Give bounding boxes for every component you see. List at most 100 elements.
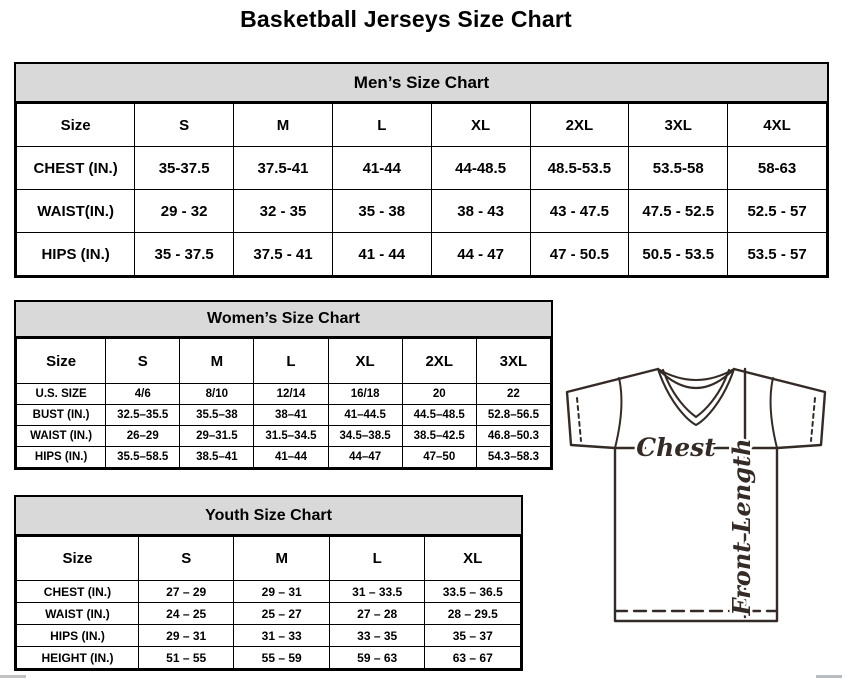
mens-value-cell: 47 - 50.5 bbox=[529, 232, 630, 276]
mens-value-cell: 35-37.5 bbox=[134, 146, 235, 190]
table-row: WAIST (IN.) 26–29 29–31.5 31.5–34.5 34.5–38.… bbox=[15, 425, 552, 447]
jersey-armhole-seam-right bbox=[769, 377, 778, 449]
womens-value-cell: 38.5–41 bbox=[179, 446, 255, 468]
womens-value-cell: 20 bbox=[401, 383, 477, 405]
table-row: CHEST (IN.) 27 – 29 29 – 31 31 – 33.5 33.5 –… bbox=[16, 580, 521, 603]
mens-value-cell: 48.5-53.5 bbox=[529, 146, 630, 190]
front-length-label: Front Length bbox=[727, 438, 756, 616]
mens-value-cell: 50.5 - 53.5 bbox=[628, 232, 729, 276]
youth-column-header: XL bbox=[424, 536, 521, 581]
youth-value-cell: 28 – 29.5 bbox=[424, 602, 521, 625]
womens-header-row: Size S M L XL 2XL 3XL bbox=[15, 338, 552, 384]
womens-value-cell: 22 bbox=[475, 383, 552, 405]
mens-column-header: S bbox=[134, 103, 235, 147]
youth-value-cell: 29 – 31 bbox=[233, 580, 330, 603]
table-row: HIPS (IN.) 35.5–58.5 38.5–41 41–44 44–47 47–5… bbox=[15, 446, 552, 468]
jersey-sleeve-stitch-right bbox=[810, 397, 816, 442]
womens-size-chart: Women’s Size Chart Size S M L XL 2XL 3XL U.S. … bbox=[14, 300, 553, 470]
womens-value-cell: 32.5–35.5 bbox=[105, 404, 181, 426]
womens-value-cell: 12/14 bbox=[253, 383, 329, 405]
womens-column-header: L bbox=[253, 338, 329, 384]
mens-value-cell: 32 - 35 bbox=[233, 189, 333, 233]
womens-value-cell: 16/18 bbox=[327, 383, 403, 405]
youth-value-cell: 63 – 67 bbox=[424, 646, 521, 669]
youth-value-cell: 55 – 59 bbox=[233, 646, 330, 669]
chest-label: Chest bbox=[636, 433, 716, 462]
youth-column-header: Size bbox=[16, 536, 139, 581]
jersey-collar bbox=[656, 367, 736, 427]
mens-value-cell: 41-44 bbox=[331, 146, 432, 190]
youth-value-cell: 27 – 29 bbox=[137, 580, 235, 603]
jersey-diagram-svg: Chest Front Length bbox=[565, 367, 827, 623]
womens-value-cell: 47–50 bbox=[401, 446, 477, 468]
youth-row-label: WAIST (IN.) bbox=[16, 602, 139, 625]
youth-value-cell: 31 – 33.5 bbox=[328, 580, 426, 603]
youth-size-chart: Youth Size Chart Size S M L XL CHEST (IN.) 27… bbox=[14, 495, 523, 671]
womens-value-cell: 44–47 bbox=[327, 446, 403, 468]
mens-column-header: 3XL bbox=[628, 103, 729, 147]
table-row: HIPS (IN.) 29 – 31 31 – 33 33 – 35 35 – 37 bbox=[16, 624, 521, 647]
jersey-measurement-diagram: Chest Front Length bbox=[557, 362, 841, 628]
womens-value-cell: 46.8–50.3 bbox=[475, 425, 552, 447]
mens-column-header: 4XL bbox=[727, 103, 827, 147]
womens-row-label: WAIST (IN.) bbox=[15, 425, 107, 447]
youth-row-label: HEIGHT (IN.) bbox=[16, 646, 139, 669]
mens-value-cell: 44 - 47 bbox=[430, 232, 531, 276]
womens-value-cell: 54.3–58.3 bbox=[475, 446, 552, 468]
mens-value-cell: 37.5 - 41 bbox=[233, 232, 333, 276]
womens-column-header: XL bbox=[327, 338, 403, 384]
womens-value-cell: 41–44 bbox=[253, 446, 329, 468]
youth-column-header: L bbox=[328, 536, 426, 581]
table-row: BUST (IN.) 32.5–35.5 35.5–38 38–41 41–44.5 44… bbox=[15, 404, 552, 426]
mens-value-cell: 35 - 38 bbox=[331, 189, 432, 233]
womens-column-header: M bbox=[179, 338, 255, 384]
table-row: HEIGHT (IN.) 51 – 55 55 – 59 59 – 63 63 – 67 bbox=[16, 646, 521, 669]
youth-value-cell: 59 – 63 bbox=[328, 646, 426, 669]
youth-column-header: S bbox=[137, 536, 235, 581]
table-row: WAIST (IN.) 24 – 25 25 – 27 27 – 28 28 – 29.… bbox=[16, 602, 521, 625]
mens-value-cell: 29 - 32 bbox=[134, 189, 235, 233]
womens-column-header: 2XL bbox=[401, 338, 477, 384]
mens-row-label: HIPS (IN.) bbox=[15, 232, 136, 276]
mens-size-table: Size S M L XL 2XL 3XL 4XL CHEST (IN.) 35-37.5 37.… bbox=[15, 103, 827, 276]
womens-row-label: HIPS (IN.) bbox=[15, 446, 107, 468]
youth-header-row: Size S M L XL bbox=[16, 536, 521, 581]
mens-value-cell: 58-63 bbox=[727, 146, 827, 190]
mens-row-label: CHEST (IN.) bbox=[15, 146, 136, 190]
horizontal-scrollbar-fragment-right[interactable] bbox=[816, 675, 842, 678]
youth-value-cell: 27 – 28 bbox=[328, 602, 426, 625]
womens-value-cell: 8/10 bbox=[179, 383, 255, 405]
mens-value-cell: 41 - 44 bbox=[331, 232, 432, 276]
table-row: CHEST (IN.) 35-37.5 37.5-41 41-44 44-48.5 48.… bbox=[15, 146, 827, 190]
mens-column-header: XL bbox=[430, 103, 531, 147]
womens-value-cell: 44.5–48.5 bbox=[401, 404, 477, 426]
mens-value-cell: 38 - 43 bbox=[430, 189, 531, 233]
page-title: Basketball Jerseys Size Chart bbox=[240, 6, 572, 32]
mens-value-cell: 37.5-41 bbox=[233, 146, 333, 190]
mens-value-cell: 44-48.5 bbox=[430, 146, 531, 190]
womens-value-cell: 35.5–58.5 bbox=[105, 446, 181, 468]
horizontal-scrollbar-fragment-left[interactable] bbox=[0, 675, 26, 678]
youth-size-table: Size S M L XL CHEST (IN.) 27 – 29 29 – 31 31 – … bbox=[16, 536, 521, 669]
mens-column-header: M bbox=[233, 103, 333, 147]
youth-value-cell: 29 – 31 bbox=[137, 624, 235, 647]
womens-value-cell: 4/6 bbox=[105, 383, 181, 405]
womens-value-cell: 41–44.5 bbox=[327, 404, 403, 426]
youth-column-header: M bbox=[233, 536, 330, 581]
youth-row-label: HIPS (IN.) bbox=[16, 624, 139, 647]
mens-value-cell: 35 - 37.5 bbox=[134, 232, 235, 276]
womens-value-cell: 35.5–38 bbox=[179, 404, 255, 426]
youth-value-cell: 31 – 33 bbox=[233, 624, 330, 647]
youth-value-cell: 33 – 35 bbox=[328, 624, 426, 647]
mens-value-cell: 47.5 - 52.5 bbox=[628, 189, 729, 233]
youth-value-cell: 24 – 25 bbox=[137, 602, 235, 625]
youth-value-cell: 33.5 – 36.5 bbox=[424, 580, 521, 603]
mens-column-header: L bbox=[331, 103, 432, 147]
womens-chart-title: Women’s Size Chart bbox=[16, 302, 551, 338]
womens-column-header: S bbox=[105, 338, 181, 384]
mens-size-chart: Men’s Size Chart Size S M L XL 2XL 3XL 4XL CHES… bbox=[14, 62, 829, 278]
mens-column-header: Size bbox=[15, 103, 136, 147]
mens-value-cell: 52.5 - 57 bbox=[727, 189, 827, 233]
table-row: WAIST(IN.) 29 - 32 32 - 35 35 - 38 38 - 43 43… bbox=[15, 189, 827, 233]
